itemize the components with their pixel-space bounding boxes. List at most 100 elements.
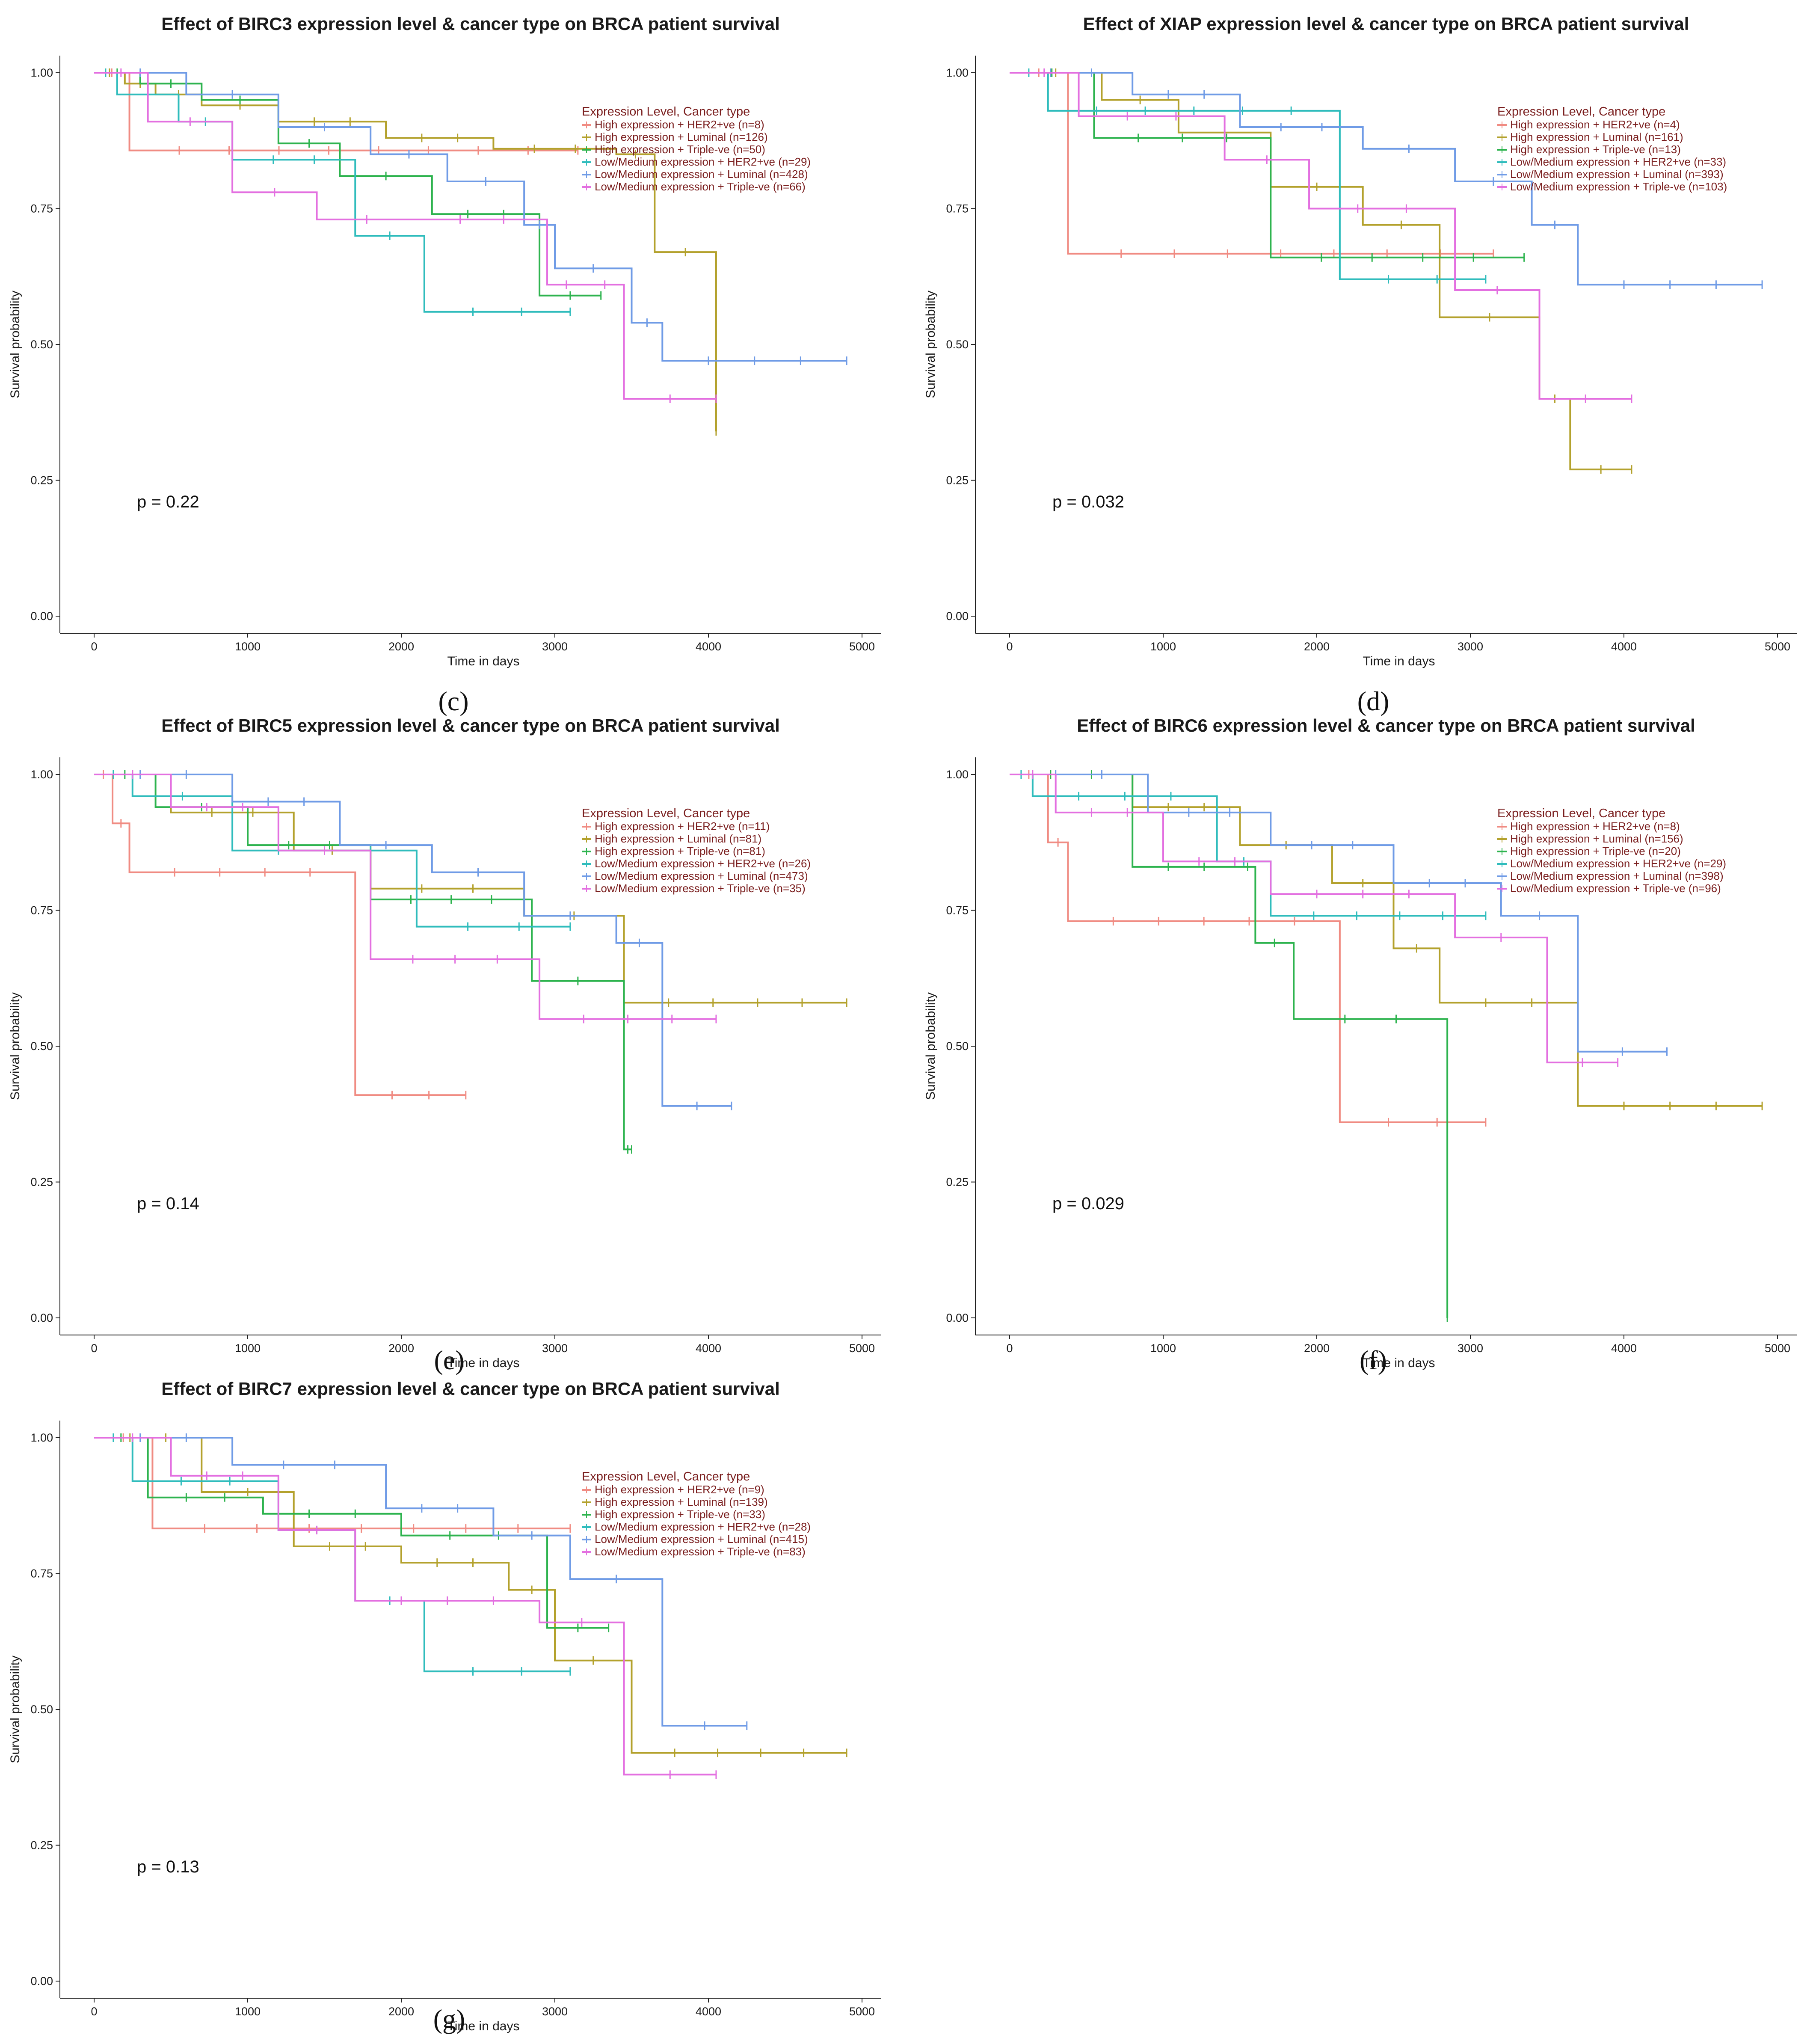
survival-curve-high-luminal bbox=[94, 1437, 847, 1754]
survival-curve-high-her2 bbox=[1010, 774, 1486, 1123]
legend-entry: High expression + Luminal (n=139) bbox=[595, 1495, 768, 1508]
y-axis-label: Survival probability bbox=[8, 1655, 22, 1763]
legend-entry: Low/Medium expression + Triple-ve (n=83) bbox=[595, 1545, 806, 1558]
y-tick-label: 0.00 bbox=[946, 1311, 969, 1324]
x-tick-label: 1000 bbox=[1150, 1342, 1176, 1355]
x-tick-label: 2000 bbox=[388, 1342, 414, 1355]
x-axis-label: Time in days bbox=[447, 1356, 520, 1370]
y-tick-label: 0.25 bbox=[946, 1176, 969, 1189]
legend-title: Expression Level, Cancer type bbox=[582, 807, 750, 820]
x-tick-label: 0 bbox=[1006, 1342, 1013, 1355]
p-value: p = 0.029 bbox=[1052, 1194, 1124, 1213]
survival-curve-low-triple bbox=[94, 1437, 716, 1776]
x-tick-label: 4000 bbox=[1611, 1342, 1637, 1355]
chart-title: Effect of BIRC3 expression level & cance… bbox=[161, 14, 780, 34]
x-axis-label: Time in days bbox=[447, 654, 520, 668]
x-tick-label: 5000 bbox=[849, 2005, 875, 2018]
y-tick-label: 0.00 bbox=[946, 610, 969, 623]
legend-entry: High expression + Luminal (n=156) bbox=[1510, 832, 1683, 845]
x-tick-label: 2000 bbox=[1304, 1342, 1330, 1355]
legend-entry: Low/Medium expression + Luminal (n=398) bbox=[1510, 869, 1724, 882]
y-axis-label: Survival probability bbox=[924, 291, 938, 398]
legend-title: Expression Level, Cancer type bbox=[1497, 105, 1665, 119]
survival-curve-low-triple bbox=[1010, 774, 1618, 1064]
x-tick-label: 3000 bbox=[1458, 1342, 1483, 1355]
x-axis-label: Time in days bbox=[447, 2019, 520, 2033]
x-tick-label: 4000 bbox=[1611, 640, 1637, 653]
survival-curve-high-her2 bbox=[94, 1437, 570, 1530]
x-tick-label: 3000 bbox=[542, 640, 568, 653]
legend-entry: High expression + Triple-ve (n=13) bbox=[1510, 143, 1681, 156]
survival-curve-high-triple bbox=[1010, 72, 1524, 258]
p-value: p = 0.13 bbox=[137, 1857, 199, 1876]
x-tick-label: 2000 bbox=[388, 2005, 414, 2018]
legend-entry: Low/Medium expression + HER2+ve (n=28) bbox=[595, 1520, 811, 1533]
x-tick-label: 5000 bbox=[849, 1342, 875, 1355]
x-tick-label: 0 bbox=[91, 1342, 97, 1355]
x-tick-label: 4000 bbox=[696, 2005, 721, 2018]
survival-curve-low-luminal bbox=[1010, 774, 1667, 1053]
legend-entry: Low/Medium expression + Luminal (n=393) bbox=[1510, 168, 1724, 181]
legend-entry: Low/Medium expression + Luminal (n=428) bbox=[595, 168, 808, 181]
survival-curve-low-triple bbox=[1010, 72, 1632, 400]
p-value: p = 0.032 bbox=[1052, 492, 1124, 511]
x-tick-label: 3000 bbox=[542, 2005, 568, 2018]
legend-entry: High expression + Triple-ve (n=20) bbox=[1510, 845, 1681, 857]
y-tick-label: 0.00 bbox=[30, 1311, 53, 1324]
y-tick-label: 0.25 bbox=[946, 474, 969, 487]
y-tick-label: 0.50 bbox=[30, 1703, 53, 1716]
survival-curve-high-her2 bbox=[1010, 72, 1493, 255]
x-tick-label: 5000 bbox=[1765, 640, 1790, 653]
y-tick-label: 0.25 bbox=[30, 474, 53, 487]
x-tick-label: 4000 bbox=[696, 1342, 721, 1355]
legend-entry: High expression + Triple-ve (n=50) bbox=[595, 143, 765, 156]
y-tick-label: 0.25 bbox=[30, 1176, 53, 1189]
y-tick-label: 0.00 bbox=[30, 1975, 53, 1988]
legend-entry: High expression + HER2+ve (n=8) bbox=[1510, 820, 1680, 833]
legend-entry: Low/Medium expression + HER2+ve (n=29) bbox=[595, 155, 811, 168]
y-tick-label: 1.00 bbox=[30, 768, 53, 781]
panel-label: (c) bbox=[438, 686, 468, 716]
y-tick-label: 0.50 bbox=[946, 1040, 969, 1053]
chart-panel-c: Effect of BIRC3 expression level & cance… bbox=[8, 14, 881, 716]
x-tick-label: 1000 bbox=[235, 640, 261, 653]
chart-panel-g: Effect of BIRC7 expression level & cance… bbox=[8, 1379, 881, 2034]
x-tick-label: 0 bbox=[1006, 640, 1013, 653]
legend-entry: Low/Medium expression + Triple-ve (n=35) bbox=[595, 882, 806, 895]
y-tick-label: 0.75 bbox=[30, 904, 53, 917]
survival-curve-low-luminal bbox=[94, 1437, 747, 1727]
p-value: p = 0.14 bbox=[137, 1194, 199, 1213]
legend-entry: Low/Medium expression + Triple-ve (n=66) bbox=[595, 180, 806, 193]
y-tick-label: 1.00 bbox=[30, 66, 53, 79]
y-tick-label: 0.75 bbox=[946, 904, 969, 917]
legend-entry: High expression + Triple-ve (n=81) bbox=[595, 845, 765, 857]
y-tick-label: 0.75 bbox=[30, 202, 53, 215]
x-tick-label: 5000 bbox=[1765, 1342, 1790, 1355]
x-tick-label: 1000 bbox=[1150, 640, 1176, 653]
y-axis-label: Survival probability bbox=[8, 291, 22, 398]
chart-title: Effect of XIAP expression level & cancer… bbox=[1083, 14, 1689, 34]
y-tick-label: 1.00 bbox=[30, 1431, 53, 1444]
y-tick-label: 1.00 bbox=[946, 66, 969, 79]
survival-curve-high-her2 bbox=[94, 774, 466, 1096]
survival-curve-high-triple bbox=[94, 774, 632, 1151]
legend-entry: High expression + HER2+ve (n=9) bbox=[595, 1483, 764, 1496]
p-value: p = 0.22 bbox=[137, 492, 199, 511]
survival-curve-low-her2 bbox=[94, 1437, 570, 1673]
survival-curve-low-her2 bbox=[94, 72, 570, 313]
x-tick-label: 4000 bbox=[696, 640, 721, 653]
x-tick-label: 0 bbox=[91, 640, 97, 653]
panel-label: (g) bbox=[433, 2004, 465, 2034]
x-tick-label: 1000 bbox=[235, 2005, 261, 2018]
legend-entry: Low/Medium expression + HER2+ve (n=26) bbox=[595, 857, 811, 870]
x-axis-label: Time in days bbox=[1363, 1356, 1435, 1370]
x-axis-label: Time in days bbox=[1363, 654, 1435, 668]
panel-label: (d) bbox=[1357, 686, 1389, 716]
y-tick-label: 1.00 bbox=[946, 768, 969, 781]
chart-panel-e: Effect of BIRC5 expression level & cance… bbox=[8, 715, 881, 1375]
x-tick-label: 5000 bbox=[849, 640, 875, 653]
legend-entry: Low/Medium expression + HER2+ve (n=29) bbox=[1510, 857, 1726, 870]
legend-title: Expression Level, Cancer type bbox=[582, 1470, 750, 1483]
x-tick-label: 3000 bbox=[1458, 640, 1483, 653]
